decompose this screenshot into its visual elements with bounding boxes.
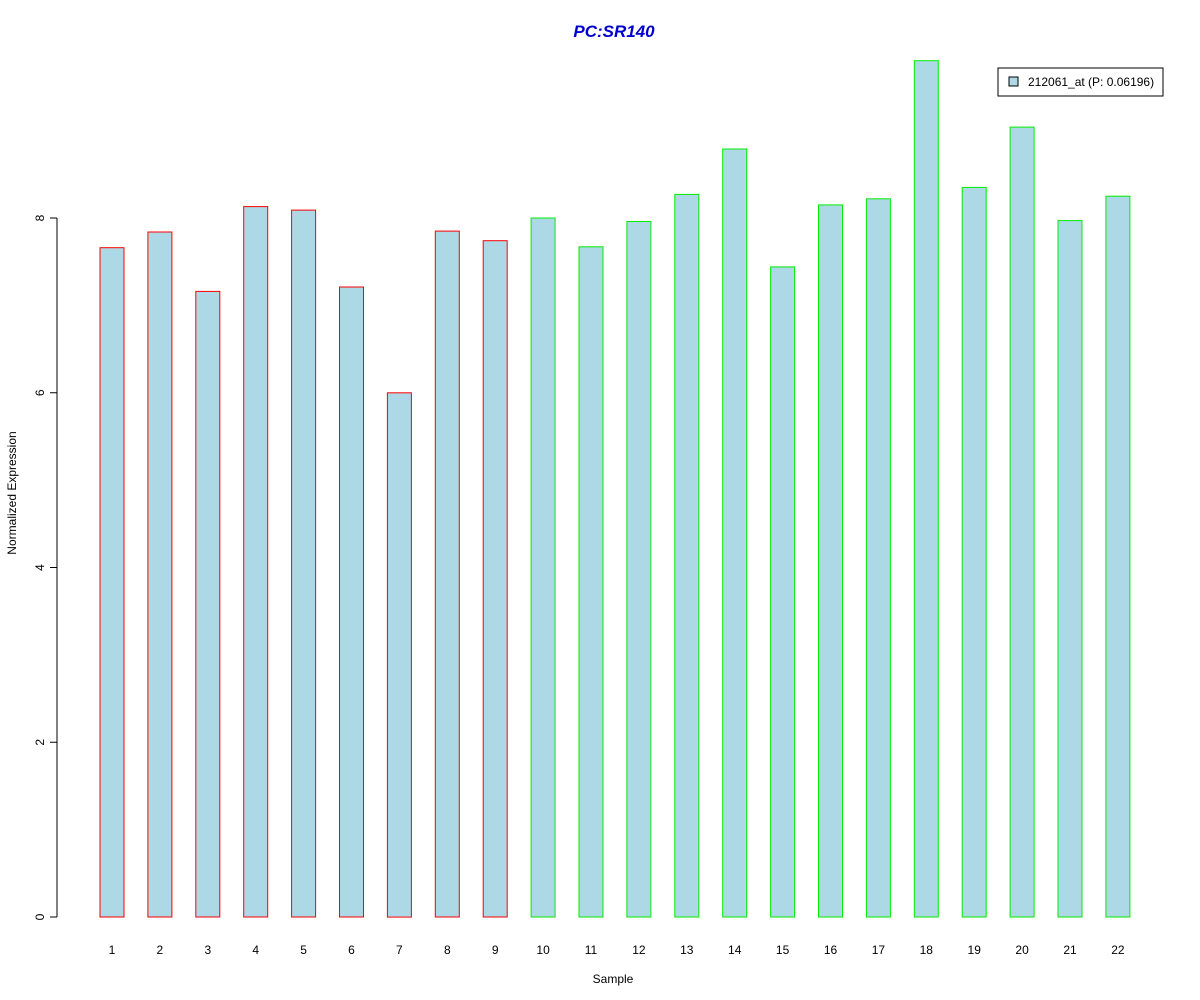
bar — [482, 240, 508, 918]
x-tick-label: 20 — [1015, 943, 1029, 957]
bar — [434, 230, 460, 918]
x-tick-label: 3 — [204, 943, 211, 957]
y-axis: 0 2 4 6 8 — [33, 214, 58, 920]
legend-label: 212061_at (P: 0.06196) — [1028, 75, 1154, 89]
x-tick-label: 18 — [920, 943, 934, 957]
bar — [339, 286, 364, 918]
bar — [626, 221, 652, 918]
legend-box — [997, 67, 1164, 97]
y-tick-label: 8 — [33, 214, 47, 221]
bar — [913, 60, 939, 918]
x-tick-label: 17 — [872, 943, 886, 957]
bar — [674, 193, 700, 918]
bar — [1057, 220, 1083, 918]
x-tick-label: 14 — [728, 943, 742, 957]
x-tick-label: 6 — [348, 943, 355, 957]
x-tick-label: 9 — [492, 943, 499, 957]
y-tick-label: 2 — [33, 739, 47, 746]
x-tick-label: 19 — [968, 943, 982, 957]
x-tick-label: 12 — [632, 943, 646, 957]
y-tick-label: 0 — [33, 913, 47, 920]
x-tick-label: 15 — [776, 943, 790, 957]
x-tick-label: 11 — [585, 943, 598, 957]
bar — [386, 392, 412, 918]
bar — [578, 246, 604, 918]
bar — [1105, 195, 1131, 918]
y-axis-label: Normalized Expression — [5, 431, 19, 554]
x-tick-label: 22 — [1111, 943, 1125, 957]
bars — [99, 60, 1131, 918]
bar — [243, 206, 269, 918]
bar — [195, 290, 221, 918]
bar — [818, 204, 843, 918]
bar — [722, 148, 748, 918]
legend-swatch — [1008, 76, 1019, 87]
x-tick-label: 1 — [109, 943, 116, 957]
x-tick-label: 2 — [157, 943, 164, 957]
x-tick-label: 13 — [680, 943, 694, 957]
bar — [99, 247, 125, 918]
bar — [147, 231, 173, 918]
x-tick-label: 21 — [1063, 943, 1077, 957]
bar — [770, 266, 796, 918]
y-tick-label: 4 — [33, 564, 47, 571]
x-tick-label: 7 — [396, 943, 403, 957]
x-tick-label: 4 — [252, 943, 259, 957]
x-tick-label: 16 — [824, 943, 838, 957]
bar — [291, 209, 317, 918]
bar — [865, 198, 891, 918]
x-axis-label: Sample — [593, 972, 634, 986]
bar — [1009, 126, 1035, 918]
bar — [530, 217, 556, 918]
x-tick-label: 8 — [444, 943, 451, 957]
x-tick-labels: 1 2 3 4 5 6 7 8 9 10 11 12 13 14 15 16 17 18 19 20 21 22 — [109, 943, 1125, 957]
bar — [961, 186, 987, 918]
y-tick-label: 6 — [33, 389, 47, 396]
chart-title: PC:SR140 — [573, 22, 655, 41]
x-tick-label: 5 — [300, 943, 307, 957]
legend: 212061_at (P: 0.06196) — [997, 67, 1164, 97]
x-tick-label: 10 — [536, 943, 550, 957]
